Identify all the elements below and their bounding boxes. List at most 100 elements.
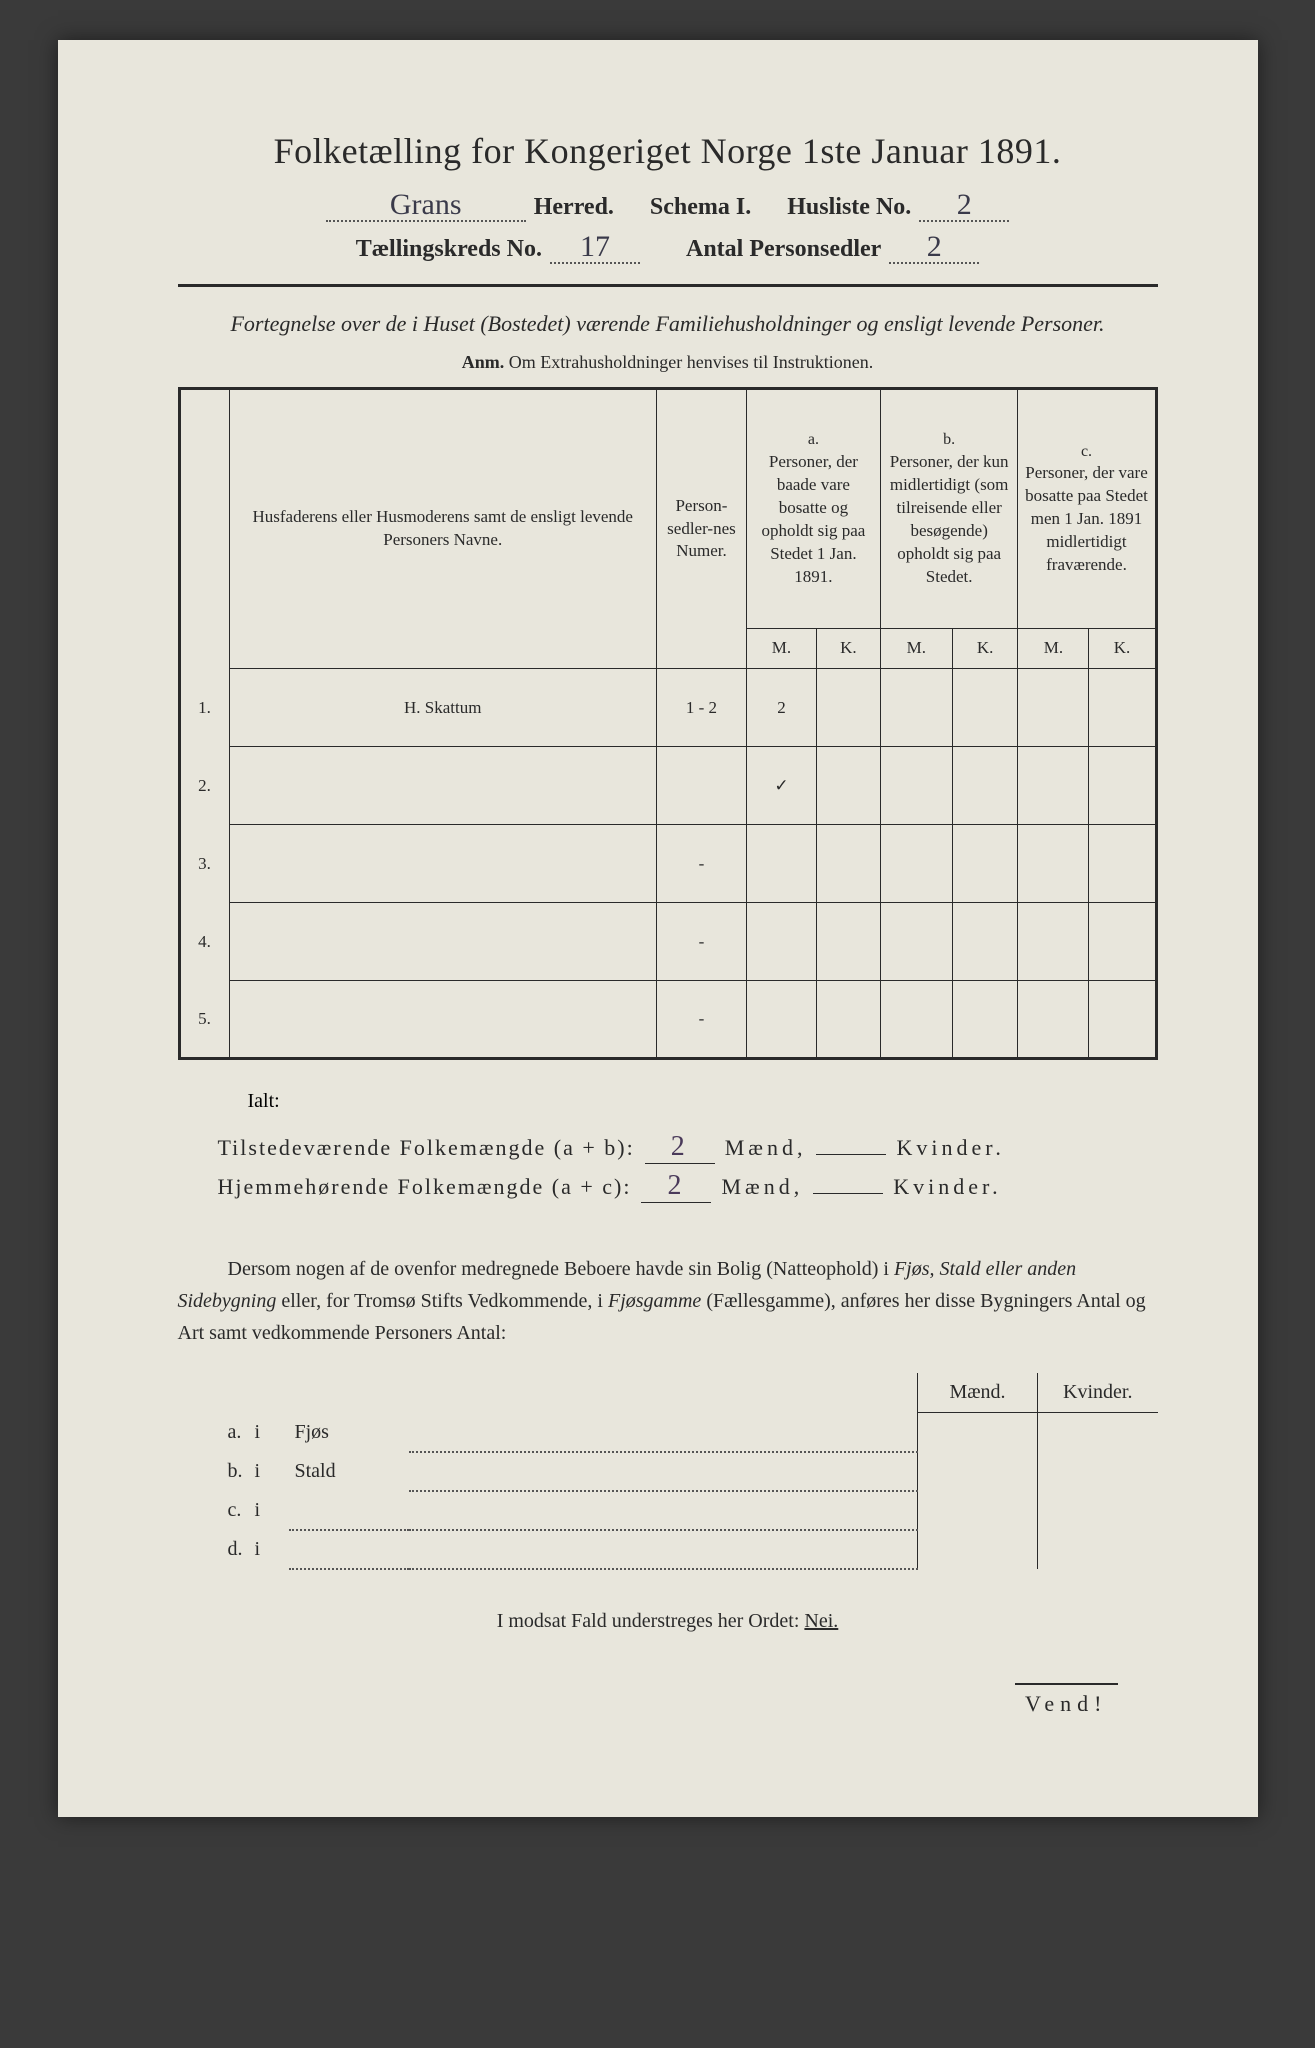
side-letter: a.: [178, 1413, 249, 1452]
total-line-2: Hjemmehørende Folkemængde (a + c): 2 Mæn…: [218, 1170, 1158, 1203]
mk-b-k: K.: [952, 629, 1018, 669]
side-row: d. i: [178, 1530, 1158, 1569]
antal-value: 2: [889, 232, 979, 264]
row-name: [229, 981, 656, 1059]
row-cm: [1018, 903, 1089, 981]
row-ck: [1089, 981, 1156, 1059]
row-num: 3.: [179, 825, 229, 903]
kvinder-label: Kvinder.: [896, 1135, 1004, 1161]
kreds-label: Tællingskreds No.: [356, 236, 542, 263]
row-num: 5.: [179, 981, 229, 1059]
anm-prefix: Anm.: [462, 352, 505, 372]
total2-m: 2: [641, 1170, 711, 1203]
divider: [178, 284, 1158, 287]
maend-label: Mænd,: [725, 1135, 807, 1161]
row-person: 1 - 2: [656, 669, 746, 747]
row-ak: [816, 669, 880, 747]
side-row: b. i Stald: [178, 1452, 1158, 1491]
col-a-header: a. Personer, der baade vare bosatte og o…: [746, 389, 880, 629]
vend-label: Vend!: [1015, 1683, 1118, 1717]
row-bm: [880, 669, 952, 747]
anm-text: Om Extrahusholdninger henvises til Instr…: [509, 352, 873, 372]
col-c-header: c. Personer, der vare bosatte paa Stedet…: [1018, 389, 1156, 629]
side-label: [289, 1491, 409, 1530]
row-name: [229, 747, 656, 825]
building-paragraph: Dersom nogen af de ovenfor medregnede Be…: [178, 1253, 1158, 1349]
side-i: i: [249, 1413, 289, 1452]
schema-label: Schema I.: [650, 194, 751, 221]
modsat-nei: Nei.: [804, 1610, 838, 1632]
row-name: [229, 903, 656, 981]
col-b-text: Personer, der kun midlertidigt (som tilr…: [887, 451, 1012, 589]
side-label: Fjøs: [289, 1413, 409, 1452]
side-letter: c.: [178, 1491, 249, 1530]
header-line-2: Tællingskreds No. 17 Antal Personsedler …: [178, 232, 1158, 264]
total1-label: Tilstedeværende Folkemængde (a + b):: [218, 1135, 635, 1161]
row-bk: [952, 903, 1018, 981]
antal-label: Antal Personsedler: [686, 236, 881, 263]
row-num: 2.: [179, 747, 229, 825]
husliste-value: 2: [919, 190, 1009, 222]
row-num: 4.: [179, 903, 229, 981]
row-ak: [816, 903, 880, 981]
row-ck: [1089, 747, 1156, 825]
kvinder-label: Kvinder.: [893, 1174, 1001, 1200]
modsat-line: I modsat Fald understreges her Ordet: Ne…: [178, 1610, 1158, 1633]
row-ak: [816, 825, 880, 903]
side-i: i: [249, 1452, 289, 1491]
col-person-header: Person-sedler-nes Numer.: [656, 389, 746, 669]
side-i: i: [249, 1530, 289, 1569]
side-kvinder-header: Kvinder.: [1038, 1373, 1158, 1413]
side-maend-header: Mænd.: [918, 1373, 1038, 1413]
col-a-text: Personer, der baade vare bosatte og opho…: [753, 451, 874, 589]
row-cm: [1018, 747, 1089, 825]
anm-line: Anm. Om Extrahusholdninger henvises til …: [178, 352, 1158, 373]
row-cm: [1018, 669, 1089, 747]
row-bk: [952, 825, 1018, 903]
herred-value: Grans: [326, 190, 526, 222]
row-ck: [1089, 669, 1156, 747]
row-am: [746, 903, 816, 981]
row-ak: [816, 981, 880, 1059]
col-b-header: b. Personer, der kun midlertidigt (som t…: [880, 389, 1018, 629]
side-label: [289, 1530, 409, 1569]
row-ck: [1089, 825, 1156, 903]
row-bm: [880, 747, 952, 825]
row-name: H. Skattum: [229, 669, 656, 747]
col-names-header: Husfaderens eller Husmoderens samt de en…: [229, 389, 656, 669]
table-row: 4. -: [179, 903, 1156, 981]
total-line-1: Tilstedeværende Folkemængde (a + b): 2 M…: [218, 1131, 1158, 1164]
row-am: [746, 825, 816, 903]
kreds-value: 17: [550, 232, 640, 264]
row-cm: [1018, 825, 1089, 903]
row-am: 2: [746, 669, 816, 747]
row-num: 1.: [179, 669, 229, 747]
row-person: [656, 747, 746, 825]
row-bk: [952, 669, 1018, 747]
row-bm: [880, 981, 952, 1059]
modsat-prefix: I modsat Fald understreges her Ordet:: [497, 1610, 800, 1632]
row-person: -: [656, 981, 746, 1059]
row-bk: [952, 981, 1018, 1059]
row-bm: [880, 825, 952, 903]
herred-label: Herred.: [534, 194, 614, 221]
side-letter: d.: [178, 1530, 249, 1569]
side-letter: b.: [178, 1452, 249, 1491]
col-c-text: Personer, der vare bosatte paa Stedet me…: [1024, 462, 1148, 577]
husliste-label: Husliste No.: [787, 194, 911, 221]
row-ak: [816, 747, 880, 825]
side-row: c. i: [178, 1491, 1158, 1530]
row-name: [229, 825, 656, 903]
row-am: ✓: [746, 747, 816, 825]
col-c-label: c.: [1024, 441, 1148, 463]
table-row: 1. H. Skattum 1 - 2 2: [179, 669, 1156, 747]
row-am: [746, 981, 816, 1059]
row-person: -: [656, 903, 746, 981]
mk-b-m: M.: [880, 629, 952, 669]
table-row: 5. -: [179, 981, 1156, 1059]
col-b-label: b.: [887, 429, 1012, 451]
side-row: a. i Fjøs: [178, 1413, 1158, 1452]
total1-k: [816, 1154, 886, 1155]
side-i: i: [249, 1491, 289, 1530]
row-cm: [1018, 981, 1089, 1059]
